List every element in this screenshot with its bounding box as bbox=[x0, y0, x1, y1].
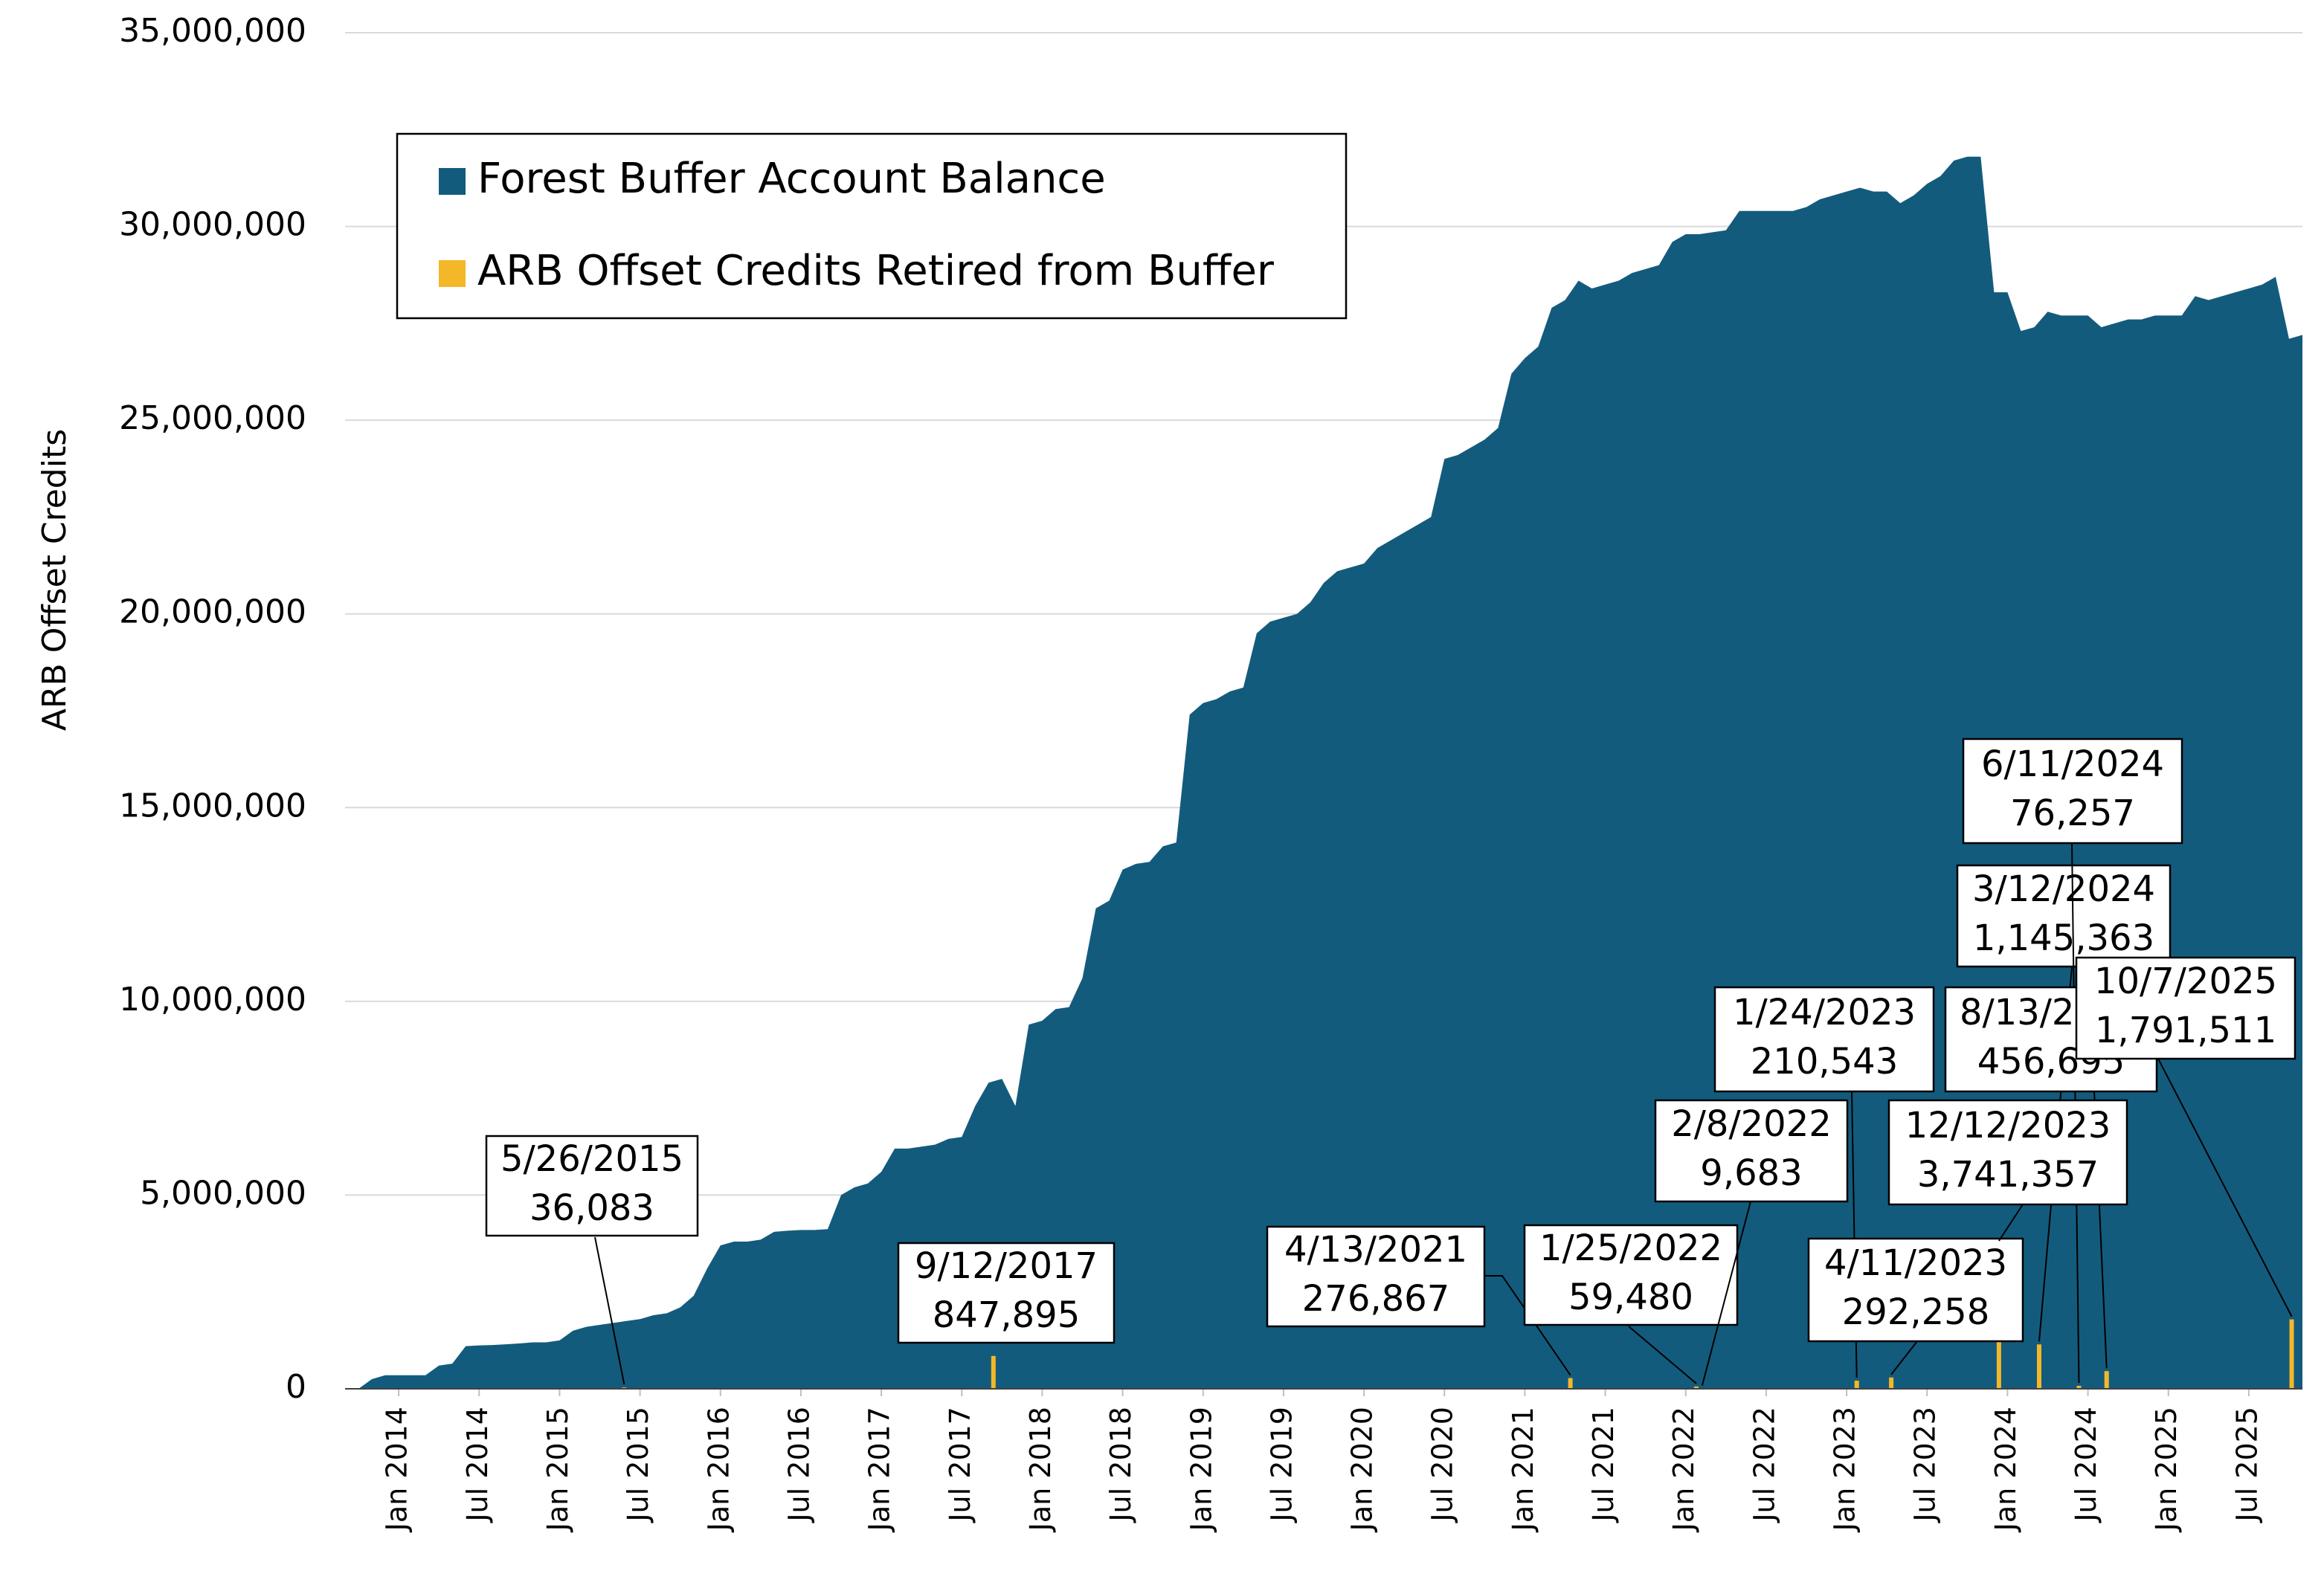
leader-line bbox=[1628, 1326, 1697, 1384]
x-tick-label: Jul 2016 bbox=[782, 1407, 815, 1523]
x-tick-label: Jul 2022 bbox=[1748, 1407, 1780, 1523]
x-tick-label: Jan 2023 bbox=[1829, 1407, 1861, 1532]
callout-value: 1,791,511 bbox=[2095, 1010, 2276, 1051]
callout-box bbox=[1887, 1099, 2128, 1206]
y-tick-label: 20,000,000 bbox=[119, 593, 306, 631]
x-tick-label: Jul 2015 bbox=[622, 1407, 654, 1523]
x-tick-label: Jan 2020 bbox=[1346, 1407, 1379, 1532]
x-tick-label: Jan 2024 bbox=[1989, 1407, 2022, 1532]
legend: Forest Buffer Account Balance ARB Offset … bbox=[396, 132, 1348, 320]
x-tick-label: Jan 2014 bbox=[381, 1407, 413, 1532]
y-axis-label: ARB Offset Credits bbox=[36, 429, 74, 731]
leader-line bbox=[1484, 1275, 1571, 1376]
callout-box bbox=[1962, 738, 2183, 845]
leader-line bbox=[1890, 1340, 1918, 1375]
legend-label: Forest Buffer Account Balance bbox=[477, 155, 1106, 203]
x-tick-label: Jan 2019 bbox=[1185, 1407, 1217, 1532]
leader-line bbox=[1998, 1204, 2024, 1242]
x-tick-label: Jan 2015 bbox=[541, 1407, 574, 1532]
x-tick-label: Jul 2025 bbox=[2230, 1407, 2263, 1523]
callout-box bbox=[1654, 1099, 1849, 1203]
callout-date: 5/26/2015 bbox=[500, 1138, 683, 1180]
bar bbox=[2036, 1344, 2041, 1389]
callout-value: 36,083 bbox=[530, 1187, 654, 1229]
x-tick-label: Jul 2020 bbox=[1426, 1407, 1459, 1523]
x-tick-label: Jul 2017 bbox=[944, 1407, 976, 1523]
callout-value: 1,145,363 bbox=[1973, 917, 2154, 959]
bar bbox=[2076, 1386, 2082, 1389]
callout-box bbox=[1956, 864, 2172, 968]
bar bbox=[2289, 1319, 2294, 1389]
callout-date: 1/25/2022 bbox=[1539, 1227, 1722, 1269]
y-tick-label: 35,000,000 bbox=[119, 12, 306, 50]
y-tick-label: 0 bbox=[286, 1368, 306, 1406]
callout-date: 1/24/2023 bbox=[1733, 992, 1916, 1033]
callout-value: 292,258 bbox=[1842, 1291, 1990, 1333]
leader-line bbox=[594, 1236, 625, 1385]
callout-box bbox=[1713, 986, 1935, 1093]
callout-value: 276,867 bbox=[1302, 1278, 1450, 1320]
callout-value: 847,895 bbox=[933, 1294, 1081, 1336]
bar bbox=[991, 1355, 996, 1389]
annotations: 5/26/2015 36,083 9/12/2017 847,895 4/13/2021… bbox=[485, 738, 2296, 1386]
callout-box bbox=[2075, 956, 2296, 1060]
leader-line bbox=[2157, 1058, 2293, 1317]
callout-box bbox=[1266, 1225, 1486, 1328]
x-tick-label: Jan 2018 bbox=[1024, 1407, 1057, 1532]
callout-date: 4/11/2023 bbox=[1824, 1242, 2007, 1284]
x-tick-label: Jan 2025 bbox=[2150, 1407, 2183, 1532]
x-tick-label: Jan 2022 bbox=[1667, 1407, 1700, 1532]
leader-line bbox=[1701, 1201, 1751, 1386]
callout-value: 3,741,357 bbox=[1917, 1154, 2099, 1196]
x-tick-label: Jul 2014 bbox=[461, 1407, 494, 1523]
legend-swatch bbox=[439, 168, 466, 195]
x-tick-label: Jul 2019 bbox=[1265, 1407, 1298, 1523]
y-tick-label: 30,000,000 bbox=[119, 206, 306, 244]
bar bbox=[1854, 1381, 1859, 1389]
legend-swatch bbox=[439, 260, 466, 287]
y-tick-label: 5,000,000 bbox=[140, 1174, 306, 1212]
x-tick-label: Jan 2016 bbox=[702, 1407, 735, 1532]
x-tick-label: Jul 2023 bbox=[1909, 1407, 1942, 1523]
x-tick-label: Jan 2017 bbox=[863, 1407, 896, 1532]
callout-box bbox=[1523, 1224, 1739, 1326]
x-tick-label: Jul 2021 bbox=[1587, 1407, 1620, 1523]
callout-value: 9,683 bbox=[1700, 1152, 1802, 1194]
bar bbox=[1568, 1378, 1573, 1389]
bar bbox=[1693, 1386, 1699, 1389]
callout-value: 210,543 bbox=[1751, 1041, 1899, 1082]
callout-date: 6/11/2024 bbox=[1981, 743, 2164, 785]
y-tick-label: 15,000,000 bbox=[119, 787, 306, 825]
y-tick-label: 10,000,000 bbox=[119, 981, 306, 1019]
callout-value: 59,480 bbox=[1568, 1277, 1693, 1318]
callout-date: 2/8/2022 bbox=[1671, 1103, 1832, 1145]
callout-box bbox=[1807, 1237, 2024, 1343]
x-tick-label: Jul 2024 bbox=[2070, 1407, 2102, 1523]
callout-date: 10/7/2025 bbox=[2094, 961, 2277, 1002]
callout-date: 3/12/2024 bbox=[1972, 868, 2155, 910]
callout-date: 4/13/2021 bbox=[1284, 1229, 1467, 1271]
callout-box bbox=[485, 1135, 699, 1237]
bar bbox=[1889, 1377, 1894, 1389]
callout-value: 76,257 bbox=[2010, 793, 2135, 834]
x-tick-label: Jan 2021 bbox=[1507, 1407, 1539, 1532]
bar bbox=[2104, 1371, 2109, 1389]
legend-box bbox=[396, 132, 1348, 320]
callout-date: 12/12/2023 bbox=[1905, 1105, 2111, 1146]
legend-label: ARB Offset Credits Retired from Buffer bbox=[477, 247, 1275, 295]
callout-date: 9/12/2017 bbox=[915, 1245, 1098, 1287]
callout-box bbox=[897, 1242, 1116, 1344]
y-tick-label: 25,000,000 bbox=[119, 399, 306, 437]
x-tick-label: Jul 2018 bbox=[1104, 1407, 1137, 1523]
